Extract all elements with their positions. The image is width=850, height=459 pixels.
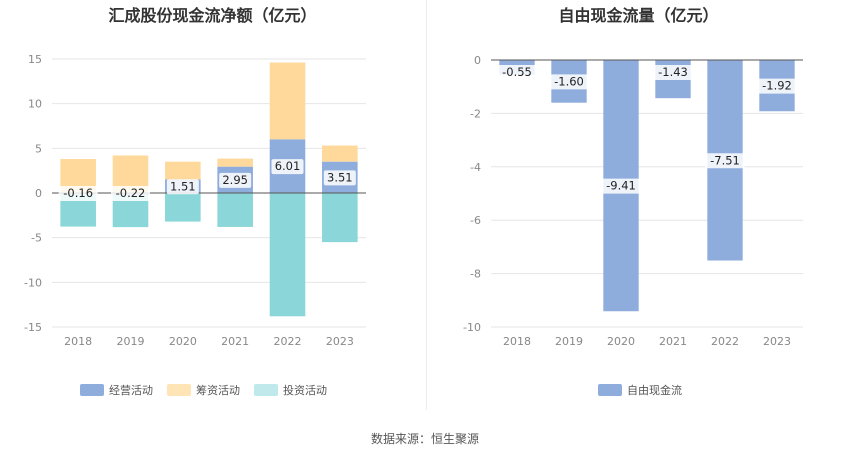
legend-label-operating: 经营活动 [109,384,153,397]
y-tick-label: -8 [470,268,481,281]
x-tick-label: 2022 [274,335,302,348]
y-tick-label: -15 [24,321,42,334]
legend-label-investing: 投资活动 [283,384,327,397]
bar-筹资活动-2021 [217,158,253,167]
bar-筹资活动-2020 [165,161,201,180]
legend-label-free-cash-flow: 自由现金流 [627,384,682,397]
data-label: -0.16 [63,186,93,200]
x-tick-label: 2023 [326,335,354,348]
bar-投资活动-2023 [322,193,358,243]
y-tick-label: -6 [470,214,481,227]
x-tick-label: 2022 [711,335,739,348]
x-tick-label: 2023 [763,335,791,348]
y-tick-label: 5 [35,142,42,155]
y-tick-label: 10 [28,98,42,111]
data-label-bg [323,170,356,186]
data-label: -1.92 [762,79,792,93]
data-label-bg [58,186,98,201]
legend-item-operating[interactable]: 经营活动 [80,382,153,398]
bar-投资活动-2020 [165,193,201,222]
data-source-note: 数据来源：恒生聚源 [370,432,479,446]
bar-投资活动-2021 [217,193,253,227]
data-label-bg [705,153,745,169]
data-label-bg [549,74,589,90]
data-label: 6.01 [275,159,301,173]
data-label-bg [271,159,304,175]
y-tick-label: 0 [474,54,481,67]
y-tick-label: -5 [31,232,42,245]
legend-item-investing[interactable]: 投资活动 [254,382,327,398]
data-label: 2.95 [222,173,248,187]
left-chart-title: 汇成股份现金流净额（亿元） [108,6,317,25]
bar-筹资活动-2022 [269,62,306,140]
data-label-bg [601,178,641,194]
y-tick-label: 15 [28,53,42,66]
x-tick-label: 2020 [169,335,197,348]
y-tick-label: -2 [470,107,481,120]
data-label-bg [111,186,150,201]
data-label-bg [757,78,797,94]
bar-筹资活动-2023 [322,145,358,162]
data-label-bg [653,65,693,80]
data-label-bg [166,179,199,195]
data-label: 3.51 [327,170,353,184]
x-tick-label: 2018 [64,335,92,348]
y-tick-label: -10 [24,276,42,289]
data-label: 1.51 [170,179,196,193]
data-label: -0.55 [502,65,532,79]
panel-divider [426,0,427,410]
x-tick-label: 2019 [555,335,583,348]
y-tick-label: -10 [463,321,481,334]
legend-item-financing[interactable]: 筹资活动 [167,382,240,398]
x-tick-label: 2019 [117,335,145,348]
y-tick-label: 0 [35,187,42,200]
legend-label-financing: 筹资活动 [196,384,240,397]
x-tick-label: 2020 [607,335,635,348]
data-label: -1.43 [658,65,688,79]
legend-item-free-cash-flow[interactable]: 自由现金流 [598,382,682,398]
y-tick-label: -4 [470,161,481,174]
legend-swatch-operating [80,384,104,396]
data-label-bg [497,65,537,80]
legend-swatch-financing [167,384,191,396]
data-label: -0.22 [116,186,146,200]
legend-swatch-free-cash-flow [598,384,622,396]
right-chart-title: 自由现金流量（亿元） [558,6,719,25]
x-tick-label: 2021 [221,335,249,348]
x-tick-label: 2018 [503,335,531,348]
data-label: -1.60 [554,74,584,88]
data-label: -9.41 [606,179,636,193]
data-label: -7.51 [710,153,740,167]
legend-swatch-investing [254,384,278,396]
right-legend: 自由现金流 [598,382,696,398]
x-tick-label: 2021 [659,335,687,348]
data-label-bg [219,172,252,188]
left-legend: 经营活动 筹资活动 投资活动 [80,382,341,398]
bar-投资活动-2022 [269,193,306,317]
